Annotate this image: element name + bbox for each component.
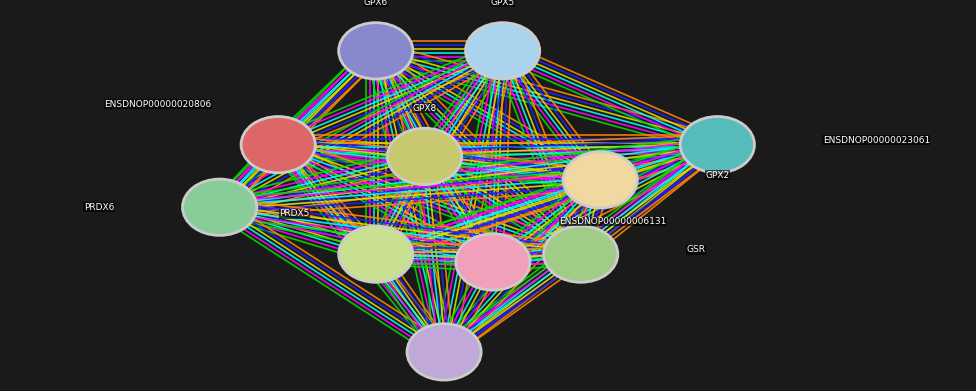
Ellipse shape xyxy=(466,23,540,79)
Text: ENSDNOP00000020806: ENSDNOP00000020806 xyxy=(104,100,212,109)
Ellipse shape xyxy=(407,324,481,380)
Ellipse shape xyxy=(339,23,413,79)
Text: GPX5: GPX5 xyxy=(491,0,514,7)
Ellipse shape xyxy=(241,117,315,173)
Text: GSR: GSR xyxy=(686,245,705,254)
Ellipse shape xyxy=(339,226,413,282)
Ellipse shape xyxy=(183,179,257,235)
Text: ENSDNOP00000023061: ENSDNOP00000023061 xyxy=(823,136,930,145)
Ellipse shape xyxy=(544,226,618,282)
Text: GPX8: GPX8 xyxy=(413,104,436,113)
Ellipse shape xyxy=(387,128,462,185)
Ellipse shape xyxy=(680,117,754,173)
Ellipse shape xyxy=(456,234,530,290)
Text: GPX6: GPX6 xyxy=(364,0,387,7)
Text: GPX2: GPX2 xyxy=(706,171,730,180)
Text: PRDX6: PRDX6 xyxy=(84,203,114,212)
Text: ENSDNOP00000006131: ENSDNOP00000006131 xyxy=(559,217,667,226)
Text: PRDX5: PRDX5 xyxy=(279,209,309,218)
Ellipse shape xyxy=(563,152,637,208)
